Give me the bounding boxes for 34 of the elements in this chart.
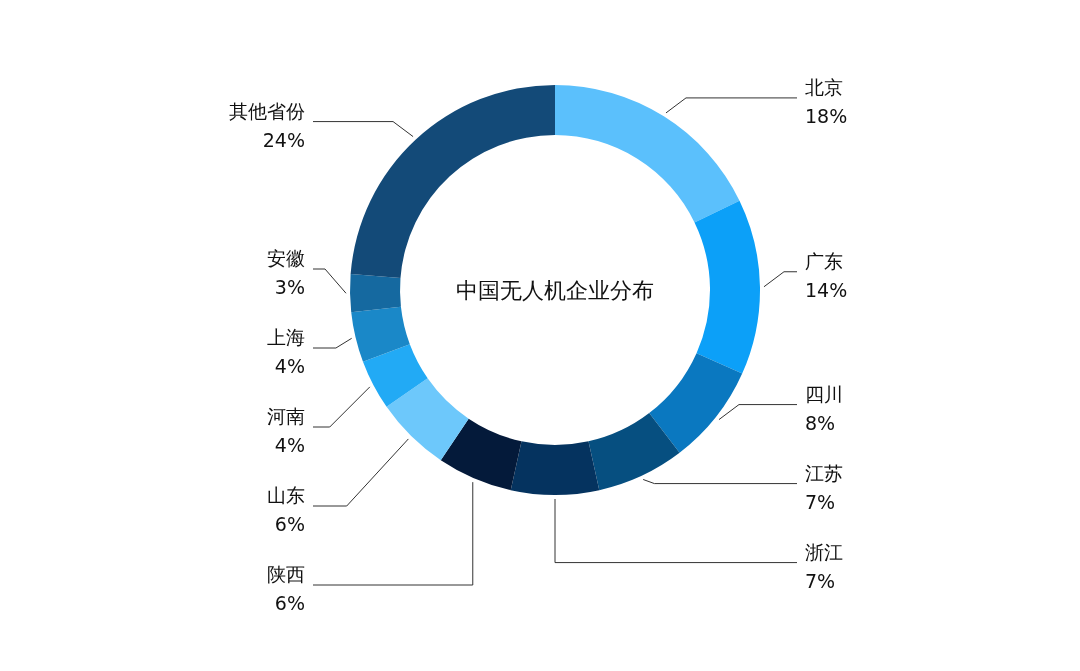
data-label: 7% <box>805 490 836 513</box>
slice-label: 河南 <box>267 405 305 427</box>
text: 中国无人机企业分布 <box>456 278 654 303</box>
slice-label: 四川 <box>805 382 843 405</box>
donut-slice <box>588 413 680 491</box>
data-label: 7% <box>805 569 836 592</box>
slice-label: 安徽 <box>267 247 305 269</box>
slice-label: 江苏 <box>805 461 843 484</box>
data-label: 4% <box>274 355 305 377</box>
slice-label: 浙江 <box>805 540 843 563</box>
slice-label: 陕西 <box>267 563 305 585</box>
slice-label: 北京 <box>805 75 843 98</box>
donut-slice <box>440 418 522 491</box>
data-label: 3% <box>274 276 305 298</box>
data-label: 18% <box>805 104 848 127</box>
data-label: 8% <box>805 411 836 434</box>
donut-slice <box>649 353 743 453</box>
donut-slice <box>694 200 760 374</box>
donut-slice <box>350 85 555 278</box>
donut-slice <box>386 378 469 461</box>
data-label: 24% <box>262 128 305 151</box>
donut-slice <box>362 344 428 407</box>
slice-label: 上海 <box>267 326 305 348</box>
data-label: 14% <box>805 278 848 301</box>
data-label: 6% <box>274 592 305 614</box>
slice-label: 广东 <box>805 249 843 272</box>
data-label: 6% <box>274 513 305 535</box>
slice-label: 山东 <box>267 484 305 506</box>
donut-slice <box>350 274 401 313</box>
data-label: 4% <box>274 434 305 456</box>
donut-slice <box>555 85 740 223</box>
slice-label: 其他省份 <box>229 99 305 122</box>
donut-slice <box>510 441 600 495</box>
donut-slice <box>351 306 410 362</box>
